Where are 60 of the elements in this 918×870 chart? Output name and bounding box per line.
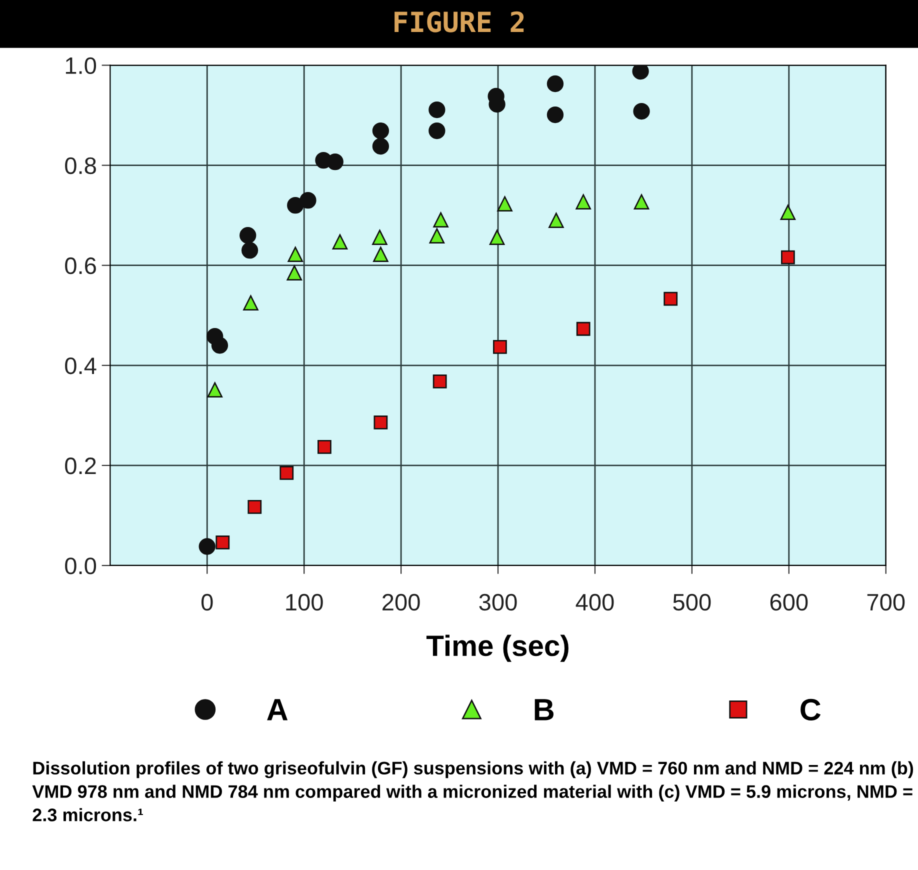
x-tick-label: 500 [673, 594, 711, 611]
point [318, 440, 332, 454]
point [428, 101, 446, 118]
point [633, 102, 650, 120]
point [332, 234, 348, 250]
point [372, 122, 390, 140]
x-tick-label: 200 [382, 594, 420, 611]
x-tick-label: 300 [479, 594, 517, 611]
point [248, 500, 262, 514]
point [288, 246, 303, 262]
point [546, 75, 564, 92]
legend-label: C [800, 698, 821, 720]
y-tick-label: 0.4 [65, 357, 96, 374]
point [287, 196, 304, 214]
point [240, 227, 256, 244]
point [372, 138, 390, 155]
point [216, 536, 230, 550]
point [207, 382, 223, 398]
x-tick-label: 700 [867, 594, 905, 611]
point [548, 212, 564, 228]
legend-label: A [267, 699, 288, 720]
point [198, 538, 216, 555]
x-tick-label: 600 [770, 594, 808, 611]
y-tick-label: 0.8 [65, 157, 96, 174]
point [497, 196, 512, 212]
point [780, 204, 796, 220]
x-tick-label: 100 [286, 594, 323, 611]
chart-title: FIGURE 2 [394, 11, 524, 32]
point [432, 374, 447, 388]
point [664, 292, 678, 306]
y-tick-label: 0.2 [65, 458, 96, 474]
point [780, 250, 795, 264]
y-tick-label: 0.6 [65, 257, 96, 274]
point [634, 194, 650, 210]
point [546, 106, 564, 124]
point [373, 246, 388, 262]
point [286, 265, 302, 280]
point [429, 228, 445, 244]
point [374, 415, 388, 430]
text: Dissolution profiles of two griseofulvin (GF) suspensions with (a) VMD = 760 nm and NMD = 224 nm (b) VMD 978 nm and NMD 784 nm compared with a micronized material with (c) VMD = 5.9 microns, NMD = 2.3 microns.¹ [32, 761, 914, 822]
point [632, 65, 649, 80]
y-tick-label: 0.0 [65, 558, 96, 574]
point [428, 122, 446, 140]
x-tick-label: 0 [201, 594, 213, 611]
x-tick-label: 400 [576, 594, 614, 611]
point [243, 295, 258, 311]
point [211, 337, 228, 354]
y-tick-label: 1.0 [66, 57, 96, 74]
point [300, 192, 316, 209]
point [576, 322, 590, 336]
point [372, 230, 388, 245]
x-axis-title: Time (sec) [426, 634, 568, 662]
point [241, 242, 258, 259]
point [326, 153, 344, 170]
point [280, 466, 294, 480]
point [576, 194, 591, 210]
point [433, 212, 448, 228]
point [489, 230, 505, 245]
legend-label: B [534, 699, 554, 720]
point [493, 340, 507, 354]
